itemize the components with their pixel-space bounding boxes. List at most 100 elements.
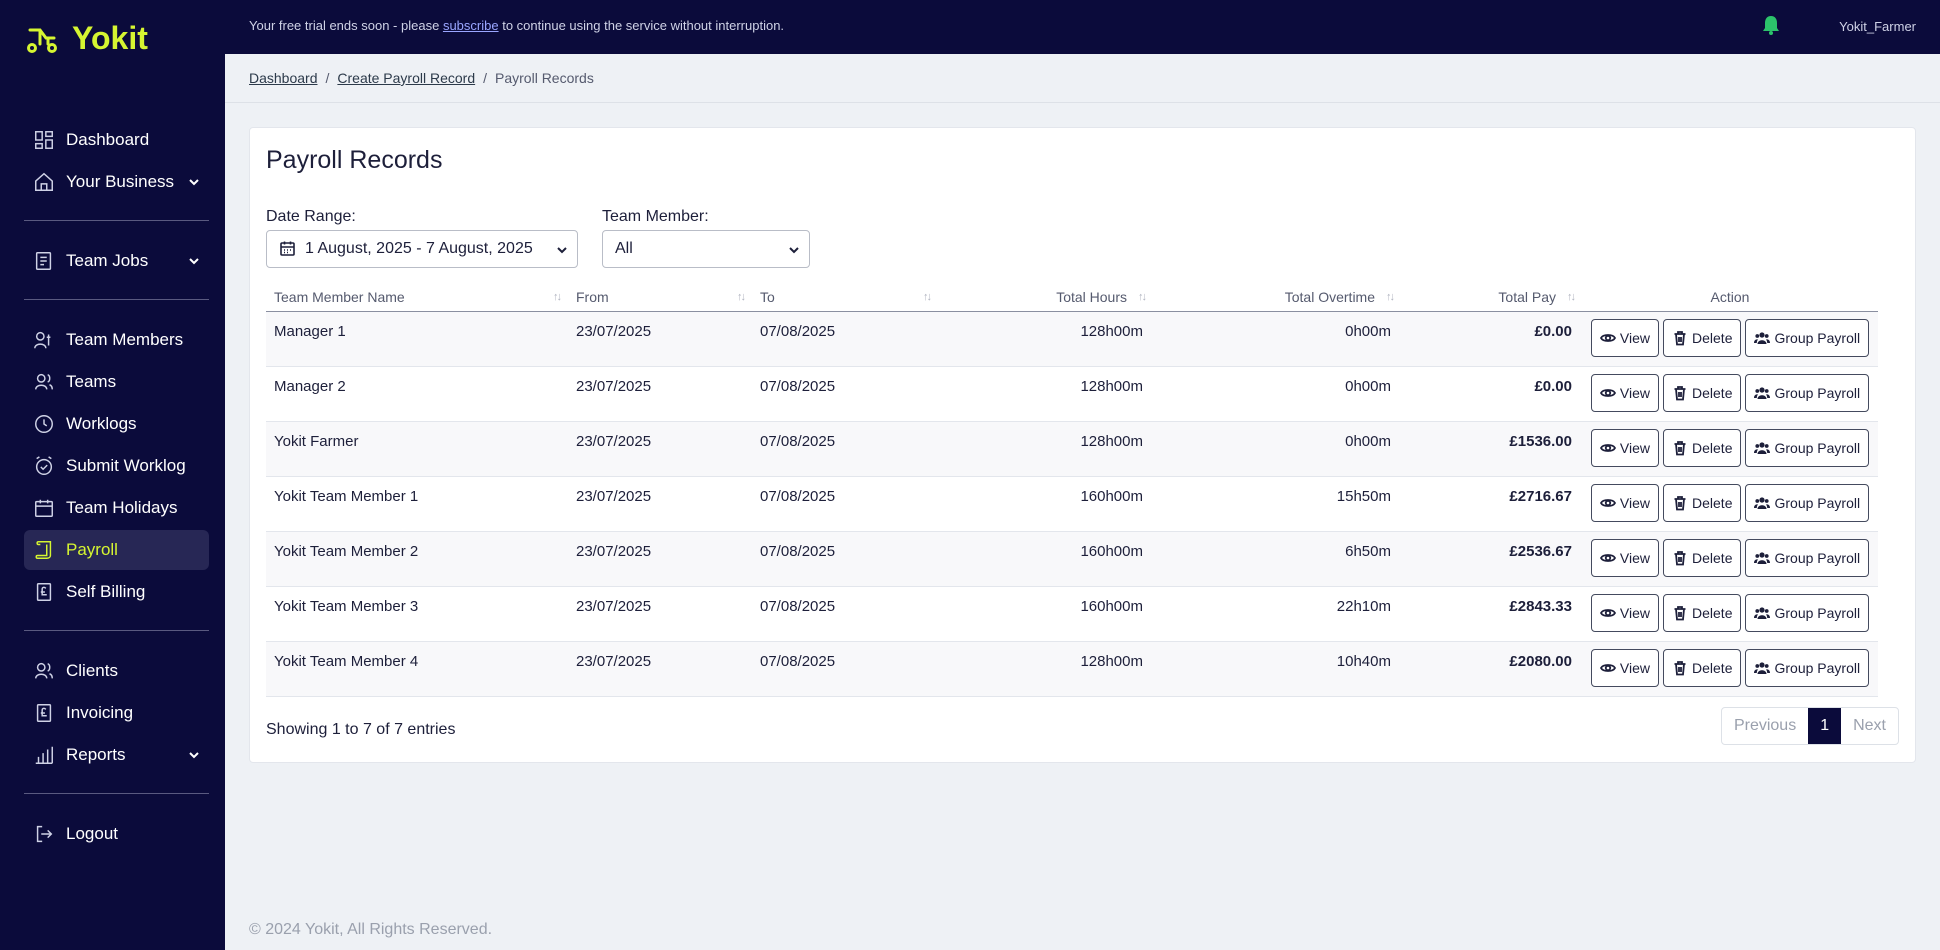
delete-button[interactable]: Delete: [1663, 539, 1742, 577]
cell-total-overtime: 0h00m: [1345, 323, 1391, 340]
column-header-total-overtime[interactable]: Total Overtime ↑↓: [1153, 289, 1401, 305]
sidebar-item-teams[interactable]: Teams: [24, 362, 209, 402]
group-payroll-button[interactable]: Group Payroll: [1745, 374, 1870, 412]
group-payroll-button[interactable]: Group Payroll: [1745, 594, 1870, 632]
column-header-team-member-name[interactable]: Team Member Name ↑↓: [266, 289, 568, 305]
sidebar-item-team-members[interactable]: Team Members: [24, 320, 209, 360]
divider: [24, 793, 209, 794]
column-header-total-pay[interactable]: Total Pay ↑↓: [1401, 289, 1582, 305]
divider: [225, 102, 1940, 103]
view-button[interactable]: View: [1590, 594, 1660, 632]
cell-from: 23/07/2025: [576, 433, 652, 450]
sidebar-item-reports[interactable]: Reports: [24, 735, 209, 775]
cell-total-overtime: 0h00m: [1345, 378, 1391, 395]
group-users-icon: [1754, 387, 1771, 399]
sidebar-item-your-business[interactable]: Your Business: [24, 162, 209, 202]
sidebar-item-team-holidays[interactable]: Team Holidays: [24, 488, 209, 528]
sidebar-item-payroll[interactable]: Payroll: [24, 530, 209, 570]
breadcrumb-separator: /: [483, 70, 488, 86]
view-button[interactable]: View: [1590, 319, 1660, 357]
sidebar-item-logout[interactable]: Logout: [24, 814, 209, 854]
bar-chart-icon: [32, 743, 56, 767]
brand-logo[interactable]: Yokit: [26, 20, 148, 57]
cell-from: 23/07/2025: [576, 323, 652, 340]
delete-button[interactable]: Delete: [1663, 374, 1742, 412]
group-payroll-button[interactable]: Group Payroll: [1745, 319, 1870, 357]
group-payroll-label: Group Payroll: [1774, 330, 1861, 346]
view-label: View: [1619, 605, 1651, 621]
eye-icon: [1599, 334, 1616, 342]
view-button[interactable]: View: [1590, 484, 1660, 522]
eye-icon: [1599, 664, 1616, 672]
group-payroll-button[interactable]: Group Payroll: [1745, 649, 1870, 687]
group-payroll-button[interactable]: Group Payroll: [1745, 539, 1870, 577]
page-1-button[interactable]: 1: [1808, 708, 1842, 744]
user-menu[interactable]: Yokit_Farmer: [1839, 19, 1916, 34]
cell-total-overtime: 6h50m: [1345, 543, 1391, 560]
delete-button[interactable]: Delete: [1663, 319, 1742, 357]
teams-icon: [32, 370, 56, 394]
view-button[interactable]: View: [1590, 539, 1660, 577]
column-header-to[interactable]: To ↑↓: [752, 289, 938, 305]
group-payroll-label: Group Payroll: [1774, 385, 1861, 401]
trash-icon: [1674, 441, 1686, 456]
column-header-total-hours[interactable]: Total Hours ↑↓: [938, 289, 1153, 305]
cell-to: 07/08/2025: [760, 543, 836, 560]
sidebar-item-dashboard[interactable]: Dashboard: [24, 120, 209, 160]
bell-icon[interactable]: [1762, 15, 1780, 35]
cell-total-overtime: 15h50m: [1336, 488, 1391, 505]
date-range-picker[interactable]: 1 August, 2025 - 7 August, 2025: [266, 230, 578, 268]
trash-icon: [1674, 551, 1686, 566]
sidebar-item-label: Your Business: [66, 172, 175, 191]
payroll-records-card: Payroll Records Date Range: 1 August, 20…: [249, 127, 1916, 763]
header-label: Team Member Name: [274, 288, 405, 305]
trial-text: to continue using the service without in…: [502, 18, 785, 33]
sidebar-item-self-billing[interactable]: Self Billing: [24, 572, 209, 612]
cell-total-pay: £2843.33: [1509, 598, 1572, 615]
subscribe-link[interactable]: subscribe: [442, 18, 499, 33]
sidebar-item-worklogs[interactable]: Worklogs: [24, 404, 209, 444]
delete-button[interactable]: Delete: [1663, 594, 1742, 632]
delete-button[interactable]: Delete: [1663, 649, 1742, 687]
sidebar-item-submit-worklog[interactable]: Submit Worklog: [24, 446, 209, 486]
group-payroll-button[interactable]: Group Payroll: [1745, 429, 1870, 467]
header-label: Total Hours: [1056, 288, 1127, 305]
previous-button[interactable]: Previous: [1733, 717, 1797, 734]
cell-from: 23/07/2025: [576, 378, 652, 395]
header-label: Total Pay: [1498, 288, 1556, 305]
divider: [24, 630, 209, 631]
delete-button[interactable]: Delete: [1663, 484, 1742, 522]
breadcrumb-create-payroll-link[interactable]: Create Payroll Record: [337, 70, 476, 86]
team-member-value: All: [615, 240, 633, 257]
delete-label: Delete: [1692, 605, 1733, 621]
view-button[interactable]: View: [1590, 374, 1660, 412]
group-users-icon: [1754, 662, 1771, 674]
view-label: View: [1619, 550, 1651, 566]
cell-name: Yokit Farmer: [274, 433, 359, 450]
sidebar-item-clients[interactable]: Clients: [24, 651, 209, 691]
sidebar-item-label: Teams: [66, 372, 117, 391]
chevron-down-icon: [187, 253, 201, 267]
delete-label: Delete: [1692, 385, 1733, 401]
team-member-select[interactable]: All: [602, 230, 810, 268]
cell-total-hours: 160h00m: [1080, 488, 1143, 505]
next-button[interactable]: Next: [1853, 717, 1886, 734]
table-row: Yokit Team Member 1 23/07/2025 07/08/2025 1…: [266, 477, 1878, 532]
sidebar-item-label: Submit Worklog: [66, 456, 186, 475]
sidebar-item-label: Team Holidays: [66, 498, 178, 517]
dashboard-icon: [32, 128, 56, 152]
breadcrumb-dashboard-link[interactable]: Dashboard: [249, 70, 318, 86]
group-payroll-label: Group Payroll: [1774, 605, 1861, 621]
view-button[interactable]: View: [1590, 649, 1660, 687]
sidebar-item-label: Worklogs: [66, 414, 137, 433]
delete-button[interactable]: Delete: [1663, 429, 1742, 467]
sidebar-item-invoicing[interactable]: Invoicing: [24, 693, 209, 733]
view-button[interactable]: View: [1590, 429, 1660, 467]
breadcrumb-separator: /: [325, 70, 330, 86]
cell-actions: View Delete Group Payroll: [1582, 312, 1878, 366]
sort-icon: ↑↓: [1567, 290, 1576, 303]
column-header-from[interactable]: From ↑↓: [568, 289, 752, 305]
delete-label: Delete: [1692, 660, 1733, 676]
sidebar-item-team-jobs[interactable]: Team Jobs: [24, 241, 209, 281]
group-payroll-button[interactable]: Group Payroll: [1745, 484, 1870, 522]
